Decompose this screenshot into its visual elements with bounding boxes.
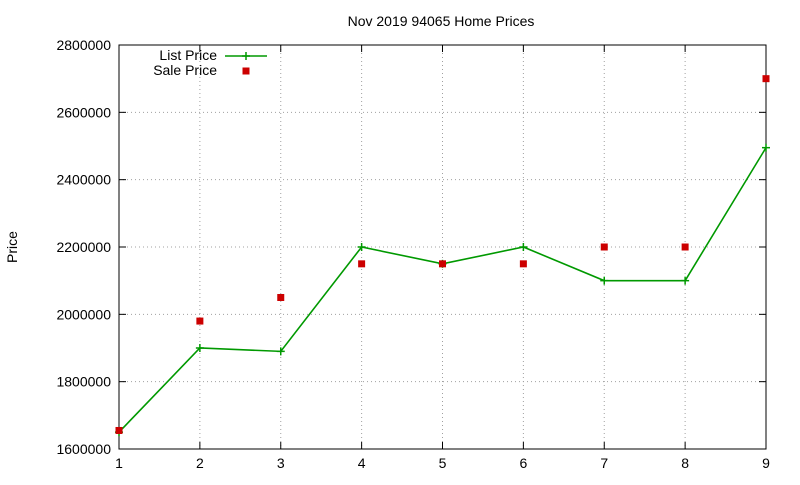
x-tick-label: 1 (115, 455, 123, 471)
list-price-point (681, 276, 690, 285)
sale-price-point (762, 75, 770, 83)
plot-frame (118, 44, 767, 450)
y-tick-label: 2800000 (56, 37, 111, 53)
sale-price-point (115, 426, 123, 434)
list-price-point (519, 243, 528, 251)
sale-price-point (600, 243, 608, 251)
sale-price-point (196, 317, 204, 325)
legend-label: List Price (159, 47, 217, 63)
data-series (115, 75, 770, 437)
y-tick-label: 2000000 (56, 306, 111, 322)
y-tick-label: 1600000 (56, 441, 111, 457)
list-price-point (357, 243, 366, 251)
list-price-point (276, 347, 285, 356)
list-price-point (195, 344, 204, 352)
x-tick-label: 5 (439, 455, 447, 471)
sale-price-point (519, 260, 527, 268)
x-tick-label: 2 (196, 455, 204, 471)
list-price-point (762, 143, 770, 152)
y-tick-label: 2200000 (56, 239, 111, 255)
y-axis-label: Price (4, 231, 20, 263)
chart-title: Nov 2019 94065 Home Prices (348, 13, 535, 29)
x-tick-label: 8 (681, 455, 689, 471)
y-tick-label: 1800000 (56, 374, 111, 390)
sale-price-point (277, 294, 285, 301)
sale-price-point (358, 260, 366, 268)
y-tick-label: 2400000 (56, 172, 111, 188)
y-tick-label: 2600000 (56, 104, 111, 120)
axes: 1600000 1800000 2000000 2200000 2400000 26000… (56, 37, 770, 471)
legend-swatch-square (242, 67, 250, 75)
x-tick-label: 6 (519, 455, 527, 471)
sale-price-point (439, 260, 446, 268)
x-tick-label: 4 (358, 455, 366, 471)
legend-label: Sale Price (153, 62, 217, 78)
x-tick-label: 3 (277, 455, 285, 471)
grid-lines (119, 45, 766, 449)
list-price-point (600, 276, 609, 285)
x-tick-label: 9 (762, 455, 770, 471)
sale-price-point (681, 243, 689, 251)
x-tick-label: 7 (600, 455, 608, 471)
